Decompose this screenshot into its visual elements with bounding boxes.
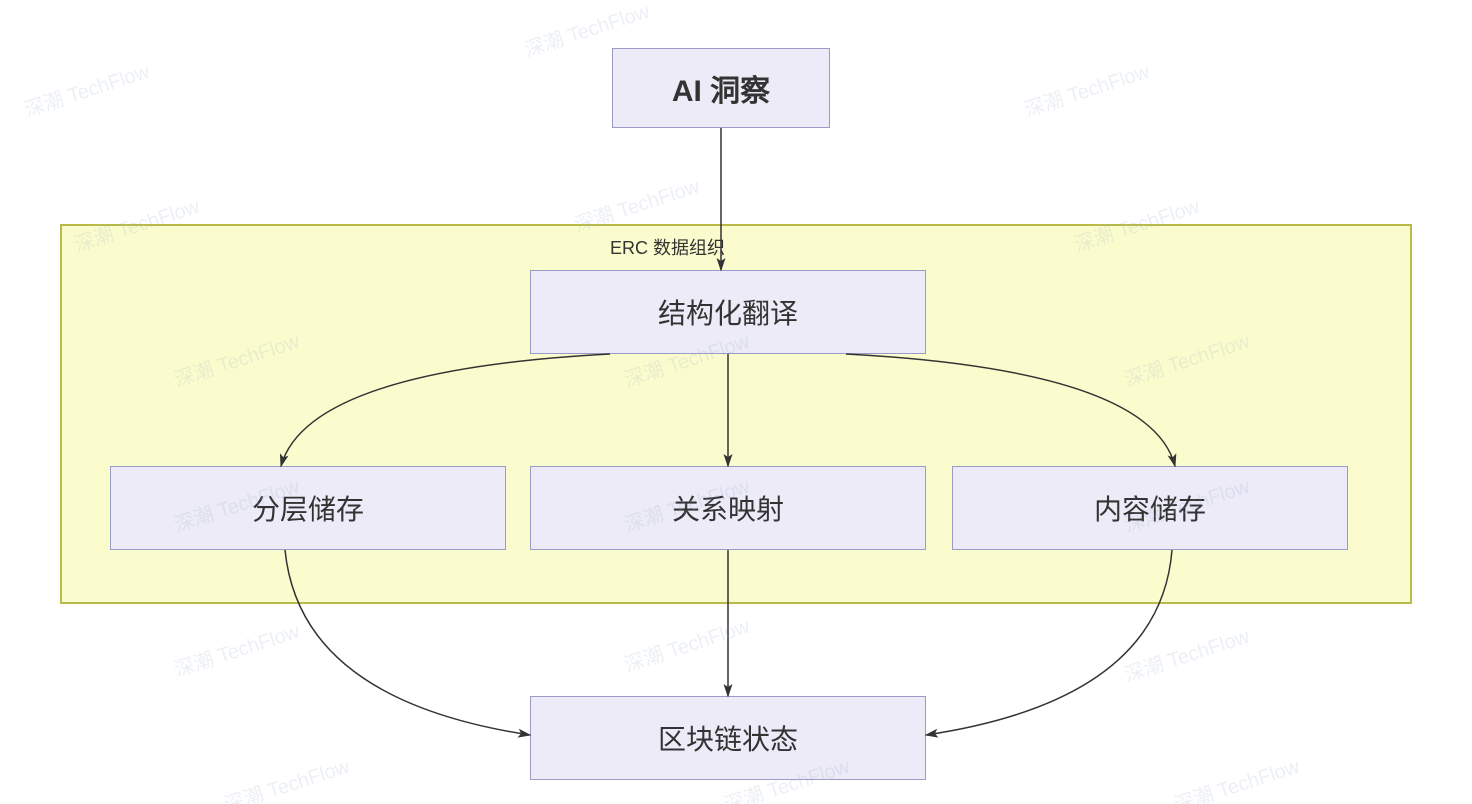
node-label: 结构化翻译	[658, 292, 798, 332]
node-layer-store: 分层储存	[110, 466, 506, 550]
node-label: 分层储存	[252, 488, 364, 528]
node-content-store: 内容储存	[952, 466, 1348, 550]
node-struct-trans: 结构化翻译	[530, 270, 926, 354]
node-chain-state: 区块链状态	[530, 696, 926, 780]
watermark-text: 深潮 TechFlow	[1120, 620, 1253, 688]
node-rel-map: 关系映射	[530, 466, 926, 550]
node-label: 关系映射	[672, 488, 784, 528]
watermark-text: 深潮 TechFlow	[220, 750, 353, 804]
node-label: 区块链状态	[658, 718, 798, 758]
watermark-text: 深潮 TechFlow	[1170, 750, 1303, 804]
node-label: 内容储存	[1094, 488, 1206, 528]
node-ai-insight: AI 洞察	[612, 48, 830, 128]
node-label: AI 洞察	[672, 66, 770, 110]
watermark-text: 深潮 TechFlow	[1020, 55, 1153, 123]
watermark-text: 深潮 TechFlow	[170, 615, 303, 683]
erc-group-label: ERC 数据组织	[610, 234, 725, 260]
watermark-text: 深潮 TechFlow	[20, 55, 153, 123]
diagram-canvas: ERC 数据组织 AI 洞察 结构化翻译 分层储存 关系映射 内容储存 区块链状…	[0, 0, 1472, 804]
watermark-text: 深潮 TechFlow	[620, 610, 753, 678]
